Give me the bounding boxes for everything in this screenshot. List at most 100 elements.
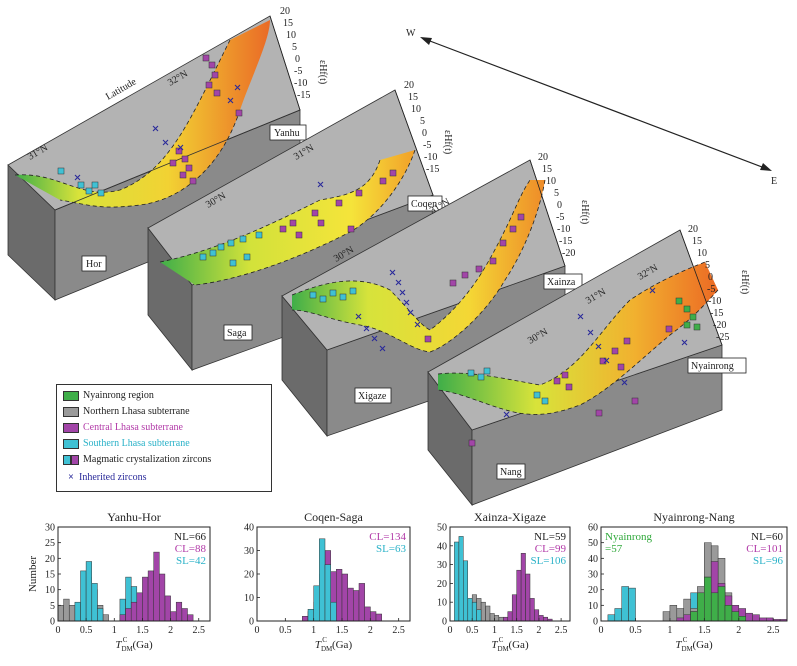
x-tick-label: 1.5 [698,625,711,636]
legend-swatch [63,390,79,401]
hist-bar-cl [159,573,166,622]
x-tick-label: 1.5 [136,625,149,636]
y-tick-label: 15 [45,570,55,581]
hist-bar-cl [125,608,132,622]
legend-item-magmatic: Magmatic crystalization zircons [63,453,211,466]
hist-bar-sl [614,608,622,622]
hist-bar-sl [313,585,320,622]
svg-text:-10: -10 [294,78,307,89]
svg-text:-15: -15 [297,90,310,101]
hist-bar-nl [485,605,491,622]
svg-text:Nang: Nang [500,467,522,478]
hist-bar-sl [607,614,616,622]
svg-text:0: 0 [295,54,300,65]
y-tick-label: 60 [588,523,598,534]
hist-bar-cl [525,573,531,622]
svg-text:15: 15 [283,18,293,29]
svg-text:10: 10 [286,30,296,41]
hist-bar-cl [529,598,535,622]
svg-text:20: 20 [688,224,698,235]
stat-label-sl: SL=96 [753,555,784,567]
hist-bar-ny [697,592,705,622]
hist-bar-sl [91,583,98,622]
hist-bar-ny [704,576,712,622]
hist-bar-sl [628,587,636,622]
box-label-xigaze: Xigaze [354,387,392,404]
legend-item-inherited: × Inherited zircons [63,471,146,484]
box-label-hor: Hor [81,255,107,272]
transect-panel-nyainrong-nang [427,229,723,507]
svg-text:5: 5 [420,116,425,127]
hist-bar-cl [130,601,138,622]
x-tick-label: 0.5 [466,625,479,636]
stat-label-nl: NL=66 [174,531,206,543]
legend-label: Northern Lhasa subterrane [83,406,190,417]
svg-text:Hor: Hor [86,259,102,270]
legend-item-central: Central Lhasa subterrane [63,421,183,434]
svg-text:15: 15 [542,164,552,175]
box-label-xainza: Xainza [543,273,583,290]
hist-bar-nl [480,601,486,622]
x-tick-label: 0 [255,625,260,636]
stat-label-cl: CL=99 [535,543,567,555]
hist-bar-cl [370,611,377,622]
stat-label-nl: NL=60 [751,531,783,543]
hist-bar-ny [731,611,740,622]
hist-bar-ny [724,605,733,622]
y-tick-label: 40 [244,523,254,534]
compass-east-label: E [771,176,777,187]
x-tick-label: 0 [56,625,61,636]
hist-bar-cl [341,573,348,622]
legend-swatch [71,454,79,465]
hist-bar-cl [358,583,365,622]
hist-bar-cl [364,606,371,622]
hist-bar-sl [97,608,104,622]
hist-bar-sl [330,601,337,622]
y-tick-label: 50 [588,538,598,549]
x-axis-label: TDMC (Ga) [675,636,713,653]
hist-bar-nl [102,614,109,622]
x-tick-label: 0.5 [80,625,93,636]
y-tick-label: 30 [437,560,447,571]
histogram-title: Nyainrong-Nang [653,510,734,524]
legend-label: Southern Lhasa subterrane [83,438,190,449]
hist-bar-sl [458,536,464,622]
svg-text:-15: -15 [426,164,439,175]
legend-item-northern: Northern Lhasa subterrane [63,405,190,418]
svg-text:-20: -20 [713,320,726,331]
hist-bar-nl [494,615,500,622]
hist-bar-cl [511,594,517,622]
hist-bar-cl [175,601,183,622]
svg-text:Xainza: Xainza [547,277,576,288]
x-tick-label: 0 [599,625,604,636]
hist-bar-sl [463,560,468,622]
x-axis-label: TDMC (Ga) [491,636,529,653]
x-tick-label: 2.5 [555,625,568,636]
legend: Nyainrong region Northern Lhasa subterra… [56,384,272,492]
hist-bar-nl [498,616,504,622]
legend-item-southern: Southern Lhasa subterrane [63,437,190,450]
legend-label: Central Lhasa subterrane [83,422,183,433]
x-tick-label: 2 [368,625,373,636]
stat-label-cl: CL=88 [175,543,207,555]
hist-bar-sl [80,570,87,622]
box-label-coqen: Coqen [407,195,443,212]
hist-bar-cl [534,609,540,622]
hist-bar-cl [752,614,760,622]
eps-axis-nyainrong: 20 15 10 5 0 -5 -10 -15 -20 -25 εHf(t) [679,224,750,346]
inherited-x-icon: × [68,472,74,483]
legend-label: Inherited zircons [79,472,147,483]
stat-label-nl: NL=59 [534,531,566,543]
y-tick-label: 20 [588,585,598,596]
svg-text:-10: -10 [424,152,437,163]
x-tick-label: 2.5 [392,625,405,636]
hist-bar-nl [669,605,678,622]
svg-text:0: 0 [708,272,713,283]
x-tick-label: 1 [112,625,117,636]
hist-bar-cl [187,614,194,622]
transect-panel-xainza-xigaze [281,159,566,438]
svg-text:5: 5 [705,260,710,271]
hist-bar-cl [520,553,526,622]
svg-text:20: 20 [404,80,414,91]
